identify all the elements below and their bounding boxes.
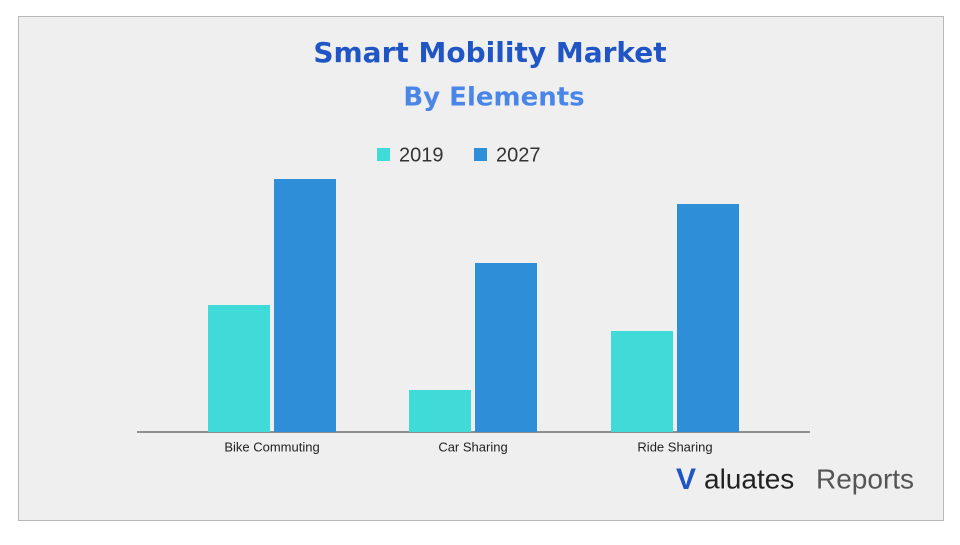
bar: [208, 305, 270, 432]
bar: [677, 204, 739, 432]
legend-label: 2027: [496, 144, 541, 166]
chart-subtitle: By Elements: [403, 83, 584, 113]
logo-mark: V: [676, 463, 696, 496]
x-tick-label: Bike Commuting: [224, 439, 319, 454]
bar: [409, 390, 471, 432]
logo-name: aluates: [704, 463, 794, 494]
x-tick-label: Car Sharing: [438, 439, 507, 454]
bar: [475, 263, 537, 432]
logo-suffix: Reports: [816, 463, 914, 494]
chart-title: Smart Mobility Market: [313, 36, 666, 69]
bar: [274, 179, 336, 432]
x-tick-label: Ride Sharing: [637, 439, 712, 454]
bar: [611, 331, 673, 432]
legend-swatch: [474, 148, 487, 161]
legend-swatch: [377, 148, 390, 161]
legend-label: 2019: [399, 144, 444, 166]
